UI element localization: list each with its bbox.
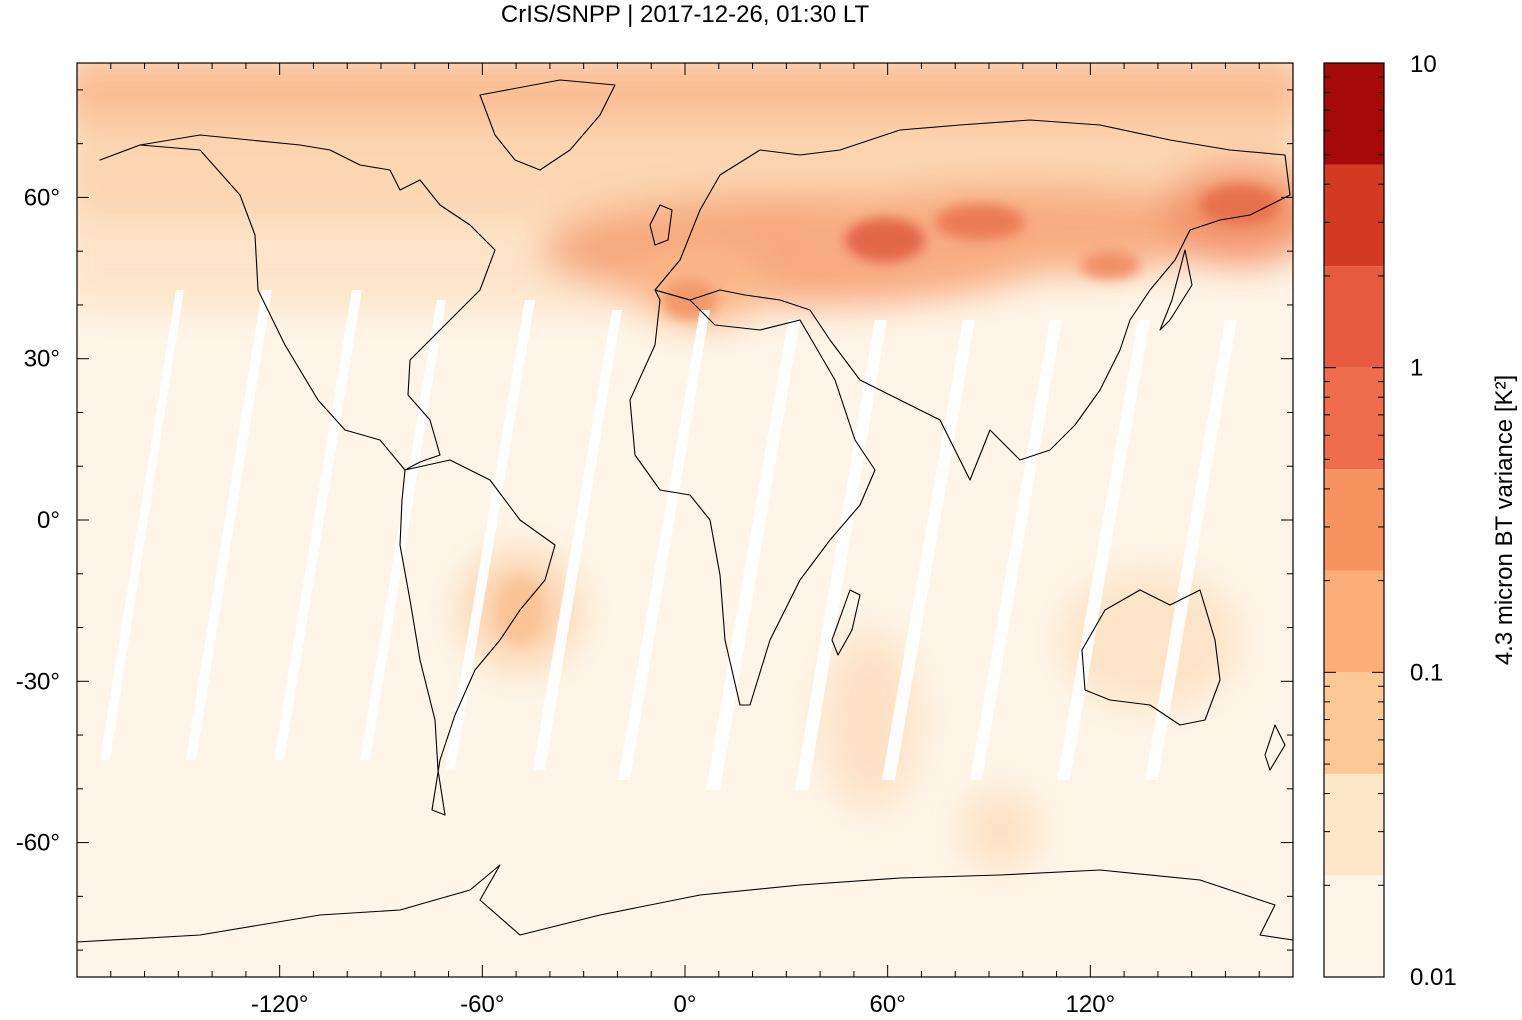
coastline-uk: [649, 204, 673, 246]
y-tick-label: 0°: [37, 507, 60, 534]
coastline-greenland: [479, 79, 616, 171]
variance-field: [77, 63, 1293, 870]
x-tick-label: 120°: [1066, 991, 1116, 1018]
coastline-japan: [1159, 249, 1193, 331]
colorbar-tick-label: 1: [1410, 355, 1423, 382]
y-axis: 60° 30° 0° -30° -60°: [16, 89, 1293, 951]
coastline-europe-asia: [654, 119, 1291, 481]
colorbar-tick-label: 10: [1410, 51, 1437, 78]
map-title: CrIS/SNPP | 2017-12-26, 01:30 LT: [500, 1, 870, 28]
colorbar-bands: [1324, 63, 1384, 977]
x-axis: -120° -60° 0° 60° 120°: [110, 63, 1260, 1018]
colorbar-ticks: 10 1 0.1 0.01: [1324, 51, 1457, 991]
x-tick-label: 60°: [870, 991, 906, 1018]
coastlines: [77, 79, 1293, 943]
colorbar-band: [1324, 266, 1384, 368]
colorbar-label: 4.3 micron BT variance [K²]: [1491, 375, 1518, 665]
colorbar-band: [1324, 469, 1384, 571]
coastline-antarctica: [77, 864, 1293, 943]
colorbar-band: [1324, 63, 1384, 165]
y-tick-label: -60°: [16, 830, 60, 857]
colorbar-tick-label: 0.1: [1410, 659, 1443, 686]
coastline-north-america: [99, 134, 496, 471]
colorbar-band: [1324, 367, 1384, 470]
colorbar-band: [1324, 672, 1384, 774]
coastline-south-america: [399, 459, 556, 816]
colorbar: 10 1 0.1 0.01 4.3 micron BT variance [K²]: [1323, 51, 1518, 991]
y-tick-label: 30°: [24, 346, 60, 373]
coastline-africa-eurasia: [629, 289, 876, 706]
colorbar-band: [1324, 570, 1384, 673]
x-tick-label: 0°: [674, 991, 697, 1018]
colorbar-frame: [1323, 62, 1385, 978]
colorbar-band: [1324, 164, 1384, 267]
coastline-australia: [1081, 589, 1221, 726]
map-plot-area[interactable]: [60, 55, 1320, 977]
x-tick-label: -60°: [460, 991, 504, 1018]
y-tick-label: 60°: [24, 184, 60, 211]
coastline-madagascar: [831, 589, 861, 656]
colorbar-tick-label: 0.01: [1410, 964, 1457, 991]
colorbar-band: [1324, 875, 1384, 977]
colorbar-band: [1324, 773, 1384, 876]
y-tick-label: -30°: [16, 668, 60, 695]
x-tick-label: -120°: [251, 991, 309, 1018]
coastline-new-zealand: [1264, 724, 1286, 771]
